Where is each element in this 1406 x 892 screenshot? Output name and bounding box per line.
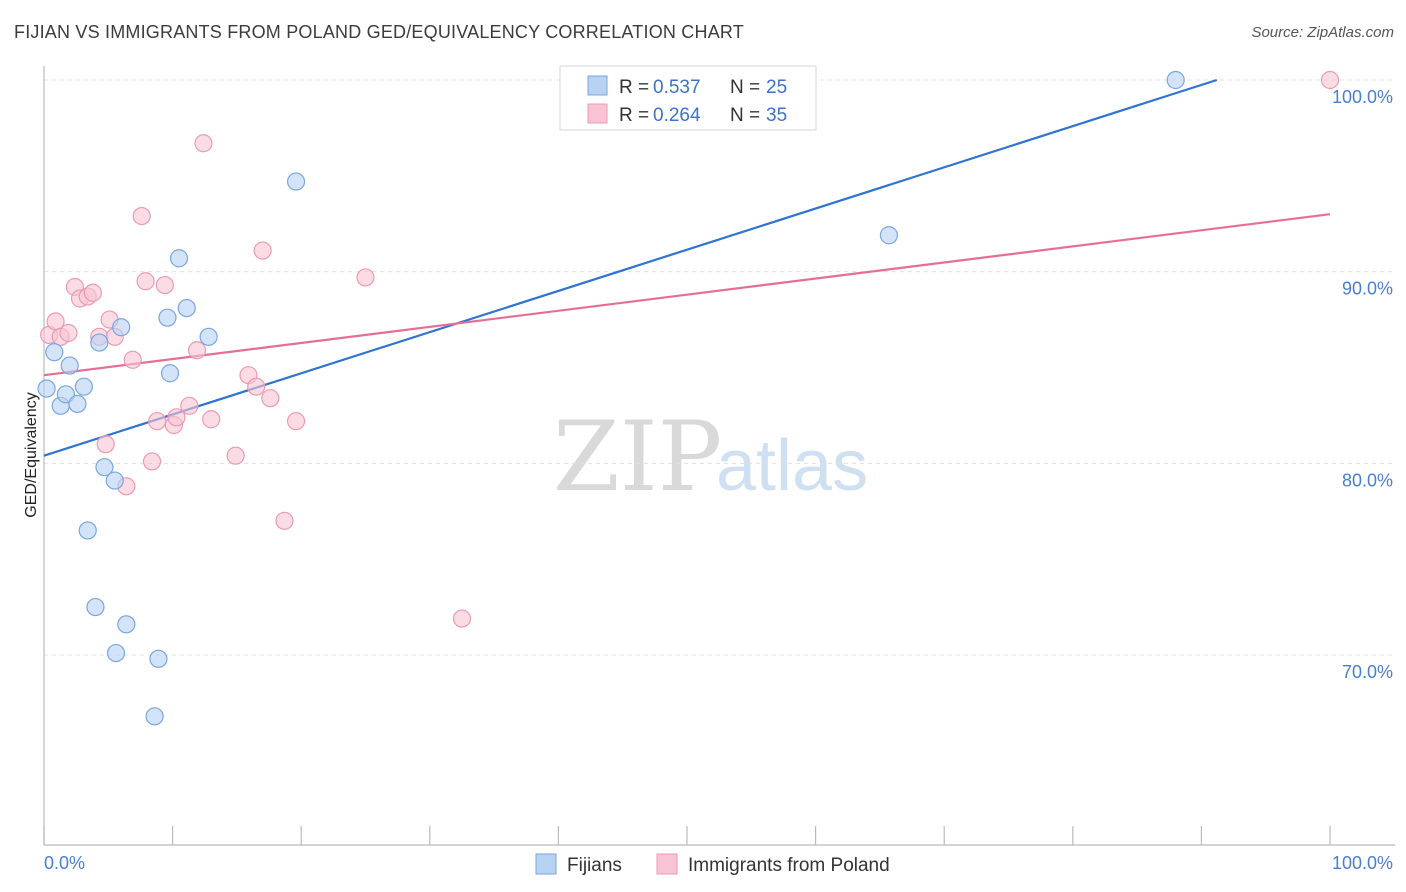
legend-r-value-1: 0.537 bbox=[653, 77, 701, 98]
watermark-atlas: atlas bbox=[716, 426, 868, 506]
point-poland bbox=[83, 283, 102, 302]
series-legend: Fijians Immigrants from Poland bbox=[535, 853, 890, 876]
point-fijians bbox=[106, 643, 126, 663]
x-tick-label: 100.0% bbox=[1332, 853, 1393, 873]
point-fijians bbox=[149, 649, 168, 668]
point-poland bbox=[148, 412, 167, 431]
point-fijians bbox=[286, 172, 306, 191]
point-poland bbox=[247, 377, 266, 396]
x-tick-label: 0.0% bbox=[44, 853, 85, 873]
point-fijians bbox=[879, 226, 899, 245]
point-poland bbox=[155, 275, 174, 295]
point-fijians bbox=[60, 356, 79, 375]
point-poland bbox=[96, 435, 115, 454]
y-tick-label: 100.0% bbox=[1332, 87, 1393, 107]
point-poland bbox=[123, 350, 142, 369]
point-poland bbox=[132, 206, 151, 226]
point-fijians bbox=[169, 249, 189, 268]
point-fijians bbox=[86, 597, 105, 617]
legend-r-value-2: 0.264 bbox=[653, 105, 701, 126]
point-poland bbox=[194, 134, 213, 153]
point-fijians bbox=[158, 308, 177, 327]
point-fijians bbox=[199, 327, 218, 346]
tick-labels: 70.0% 80.0% 90.0% 100.0% 0.0% 100.0% bbox=[44, 87, 1393, 873]
series-label-poland: Immigrants from Poland bbox=[688, 855, 890, 876]
point-fijians bbox=[1166, 70, 1185, 90]
point-fijians bbox=[45, 343, 64, 362]
data-points bbox=[37, 70, 1340, 726]
legend-n-label-2: N = bbox=[730, 105, 760, 126]
point-poland bbox=[180, 396, 199, 415]
y-tick-label: 80.0% bbox=[1342, 470, 1393, 490]
point-fijians bbox=[177, 298, 196, 318]
point-poland bbox=[202, 410, 221, 429]
series-swatch-fijians bbox=[535, 853, 557, 875]
point-poland bbox=[261, 389, 280, 408]
point-poland bbox=[136, 272, 155, 291]
point-fijians bbox=[90, 333, 109, 352]
point-poland bbox=[59, 323, 78, 343]
trend-line-poland bbox=[43, 213, 1331, 377]
point-poland bbox=[452, 609, 472, 628]
series-label-fijians: Fijians bbox=[567, 855, 622, 876]
legend-n-label-1: N = bbox=[730, 77, 760, 98]
point-poland bbox=[286, 412, 306, 431]
point-poland bbox=[1320, 70, 1340, 90]
watermark-zip: ZIP bbox=[553, 401, 722, 513]
correlation-legend: R = 0.537 N = 25 R = 0.264 N = 35 bbox=[559, 65, 817, 131]
point-fijians bbox=[145, 707, 164, 726]
source-credit: Source: ZipAtlas.com bbox=[1251, 24, 1394, 41]
point-poland bbox=[142, 452, 162, 471]
y-tick-label: 90.0% bbox=[1342, 279, 1393, 299]
point-fijians bbox=[95, 458, 114, 477]
y-axis-label: GED/Equivalency bbox=[23, 392, 40, 517]
legend-n-value-1: 25 bbox=[766, 77, 787, 98]
legend-r-label-2: R = bbox=[619, 105, 649, 126]
point-poland bbox=[167, 408, 186, 427]
series-swatch-poland bbox=[656, 853, 678, 875]
point-fijians bbox=[78, 521, 97, 540]
point-poland bbox=[356, 268, 375, 287]
point-poland bbox=[275, 511, 294, 530]
legend-swatch-fijians bbox=[587, 75, 608, 96]
legend-swatch-poland bbox=[587, 103, 608, 124]
point-poland bbox=[187, 341, 207, 360]
trend-line-fijians bbox=[43, 78, 1218, 457]
point-fijians bbox=[117, 615, 136, 634]
y-tick-label: 70.0% bbox=[1342, 662, 1393, 682]
legend-n-value-2: 35 bbox=[766, 105, 787, 126]
point-fijians bbox=[37, 379, 56, 398]
legend-r-label-1: R = bbox=[619, 77, 649, 98]
point-poland bbox=[253, 241, 272, 260]
chart-title: FIJIAN VS IMMIGRANTS FROM POLAND GED/EQU… bbox=[14, 22, 744, 42]
point-fijians bbox=[74, 377, 93, 396]
point-fijians bbox=[105, 471, 124, 490]
point-poland bbox=[226, 446, 245, 465]
point-fijians bbox=[68, 394, 87, 414]
point-fijians bbox=[112, 318, 131, 337]
trend-lines bbox=[43, 78, 1331, 457]
point-fijians bbox=[160, 364, 180, 383]
